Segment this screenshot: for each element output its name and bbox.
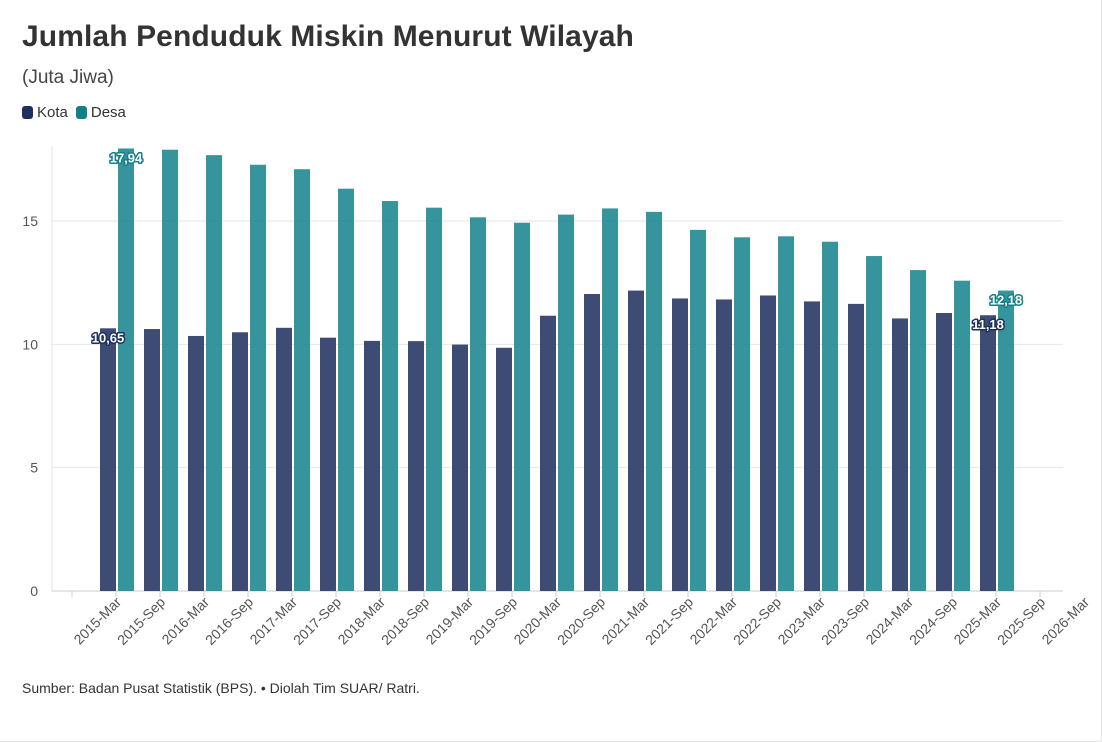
bar-kota[interactable] [936,313,952,591]
bar-desa[interactable] [514,222,530,591]
y-tick-label: 5 [30,460,38,476]
bar-desa[interactable] [998,290,1014,591]
data-label: 10,65 [92,330,125,345]
bar-desa[interactable] [734,237,750,591]
data-label: 12,18 [990,293,1023,308]
bar-kota[interactable] [100,328,116,591]
data-label: 17,94 [110,150,143,165]
y-tick-label: 0 [30,583,38,599]
bar-desa[interactable] [470,217,486,592]
legend-swatch-desa [75,106,87,119]
chart-subtitle: (Juta Jiwa) [22,67,114,88]
bar-desa[interactable] [338,188,354,592]
x-tick-label: 2017-Sep [290,594,344,648]
bar-kota[interactable] [584,294,600,591]
y-tick-label: 15 [22,213,38,229]
legend-label-kota: Kota [37,104,68,121]
bar-desa[interactable] [866,256,882,591]
bar-kota[interactable] [364,340,380,591]
bar-desa[interactable] [602,208,618,592]
x-tick-label: 2021-Sep [642,594,696,648]
x-tick-label: 2024-Sep [906,594,960,648]
bar-kota[interactable] [188,335,204,591]
bar-desa[interactable] [382,201,398,591]
bar-desa[interactable] [206,155,222,591]
x-tick-label: 2022-Sep [730,594,784,648]
bar-kota[interactable] [804,301,820,591]
source-note: Sumber: Badan Pusat Statistik (BPS). • D… [22,680,420,696]
bar-desa[interactable] [426,207,442,591]
legend-label-desa: Desa [90,104,126,121]
x-tick-label: 2019-Sep [466,594,520,648]
bar-kota[interactable] [848,303,864,591]
bar-desa[interactable] [294,169,310,591]
legend-item-kota[interactable]: Kota [22,104,68,121]
bar-kota[interactable] [144,329,160,591]
x-tick-label: 2015-Sep [114,594,168,648]
bar-desa[interactable] [910,270,926,591]
y-tick-label: 10 [22,336,38,352]
x-tick-label: 2016-Sep [202,594,256,648]
bar-desa[interactable] [954,280,970,591]
bar-kota[interactable] [716,299,732,591]
bar-desa[interactable] [118,148,134,592]
bar-kota[interactable] [408,341,424,591]
bar-desa[interactable] [162,149,178,592]
bar-desa[interactable] [690,229,706,591]
bar-kota[interactable] [760,295,776,591]
legend: Kota Desa [22,104,134,121]
x-tick-label: 2023-Sep [818,594,872,648]
bar-desa[interactable] [250,164,266,591]
bar-kota[interactable] [628,290,644,591]
bar-desa[interactable] [558,214,574,591]
data-label: 11,18 [972,317,1004,332]
bar-kota[interactable] [276,327,292,591]
bar-desa[interactable] [778,236,794,591]
x-tick-label: 2020-Sep [554,594,608,648]
bar-kota[interactable] [980,315,996,591]
bar-kota[interactable] [452,344,468,591]
legend-item-desa[interactable]: Desa [75,104,126,121]
bar-kota[interactable] [232,332,248,591]
bar-desa[interactable] [822,241,838,591]
x-tick-label: 2018-Sep [378,594,432,648]
x-tick-label: 2025-Sep [994,594,1048,648]
bar-desa[interactable] [646,211,662,591]
bar-kota[interactable] [320,337,336,591]
x-tick-label: 2026-Mar [1038,594,1092,648]
bar-kota[interactable] [892,318,908,591]
chart-title: Jumlah Penduduk Miskin Menurut Wilayah [22,20,634,53]
legend-swatch-kota [22,106,33,119]
bar-kota[interactable] [496,347,512,591]
bar-kota[interactable] [672,298,688,591]
bar-kota[interactable] [540,315,556,591]
